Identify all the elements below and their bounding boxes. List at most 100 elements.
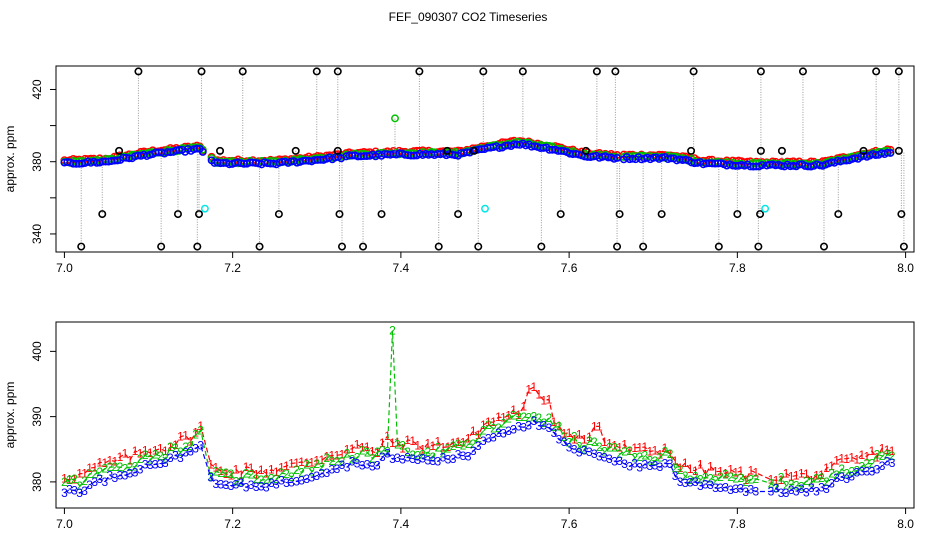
top-x-tick-label: 7.4 bbox=[393, 261, 410, 275]
series-1-marker: 1 bbox=[727, 463, 734, 477]
series-2-marker: 2 bbox=[207, 470, 214, 484]
series-3-marker: 3 bbox=[535, 419, 542, 433]
black-point bbox=[556, 210, 565, 219]
series-2-marker: 2 bbox=[384, 444, 391, 458]
series-1-marker: 1 bbox=[530, 380, 537, 394]
top-x-tick-label: 8.0 bbox=[897, 261, 914, 275]
series-3-marker: 3 bbox=[283, 476, 290, 490]
series-2: 2222222222222222222222222222222222222222… bbox=[61, 323, 896, 494]
series-3-marker: 3 bbox=[147, 458, 154, 472]
bottom-x-tick-label: 7.4 bbox=[393, 517, 410, 531]
series-2-marker: 2 bbox=[369, 451, 376, 465]
series-3-marker: 3 bbox=[798, 482, 805, 496]
black-point bbox=[195, 210, 204, 219]
series-3-marker: 3 bbox=[66, 483, 73, 497]
series-3-marker: 3 bbox=[853, 465, 860, 479]
series-1-marker: 1 bbox=[101, 456, 108, 470]
series-2-marker: 2 bbox=[677, 463, 684, 477]
series-1-marker: 1 bbox=[869, 444, 876, 458]
series-2-marker: 2 bbox=[672, 461, 679, 475]
series-3-marker: 3 bbox=[404, 450, 411, 464]
series-3-marker: 3 bbox=[263, 481, 270, 495]
series-2-marker: 2 bbox=[177, 445, 184, 459]
series-3-marker: 3 bbox=[571, 442, 578, 456]
series-1-marker: 1 bbox=[647, 445, 654, 459]
black-point bbox=[894, 67, 903, 76]
series-2-marker: 2 bbox=[576, 439, 583, 453]
series-2-marker: 2 bbox=[283, 467, 290, 481]
series-3-marker: 3 bbox=[192, 441, 199, 455]
series-2-marker: 2 bbox=[334, 455, 341, 469]
series-1-marker: 1 bbox=[238, 468, 245, 482]
series-2-marker: 2 bbox=[611, 441, 618, 455]
bottom-plot-frame bbox=[55, 321, 915, 509]
series-3-marker: 3 bbox=[601, 450, 608, 464]
black-point bbox=[657, 210, 666, 219]
series-2-marker: 2 bbox=[152, 448, 159, 462]
series-2-marker: 2 bbox=[435, 441, 442, 455]
series-2-marker: 2 bbox=[768, 476, 775, 490]
series-1-marker: 1 bbox=[803, 467, 810, 481]
series-1-marker: 1 bbox=[576, 428, 583, 442]
series-3-marker: 3 bbox=[889, 456, 896, 470]
series-3-marker: 3 bbox=[419, 452, 426, 466]
series-3-marker: 3 bbox=[566, 440, 573, 454]
series-2-marker: 2 bbox=[692, 469, 699, 483]
series-2-marker: 2 bbox=[601, 445, 608, 459]
black-point bbox=[77, 242, 86, 251]
series-1-marker: 1 bbox=[768, 473, 775, 487]
series-1-marker: 1 bbox=[717, 464, 724, 478]
series-1-marker: 1 bbox=[389, 436, 396, 450]
series-2-marker: 2 bbox=[187, 439, 194, 453]
series-3-marker: 3 bbox=[773, 482, 780, 496]
series-2-marker: 2 bbox=[243, 467, 250, 481]
black-point bbox=[359, 242, 368, 251]
series-3-marker: 3 bbox=[137, 462, 144, 476]
series-3-marker: 3 bbox=[682, 476, 689, 490]
series-3-marker: 3 bbox=[308, 470, 315, 484]
black-point bbox=[819, 242, 828, 251]
series-1-marker: 1 bbox=[399, 442, 406, 456]
series-2-marker: 2 bbox=[520, 410, 527, 424]
bottom-y-tick-label: 380 bbox=[30, 472, 44, 492]
series-1-marker: 1 bbox=[631, 441, 638, 455]
series-1-marker: 1 bbox=[667, 447, 674, 461]
series-2-marker: 2 bbox=[833, 468, 840, 482]
series-2-marker: 2 bbox=[682, 469, 689, 483]
series-3-marker: 3 bbox=[556, 433, 563, 447]
series-3-marker: 3 bbox=[581, 444, 588, 458]
series-1-marker: 1 bbox=[414, 438, 421, 452]
series-1-marker: 1 bbox=[374, 446, 381, 460]
top-y-tick-label: 380 bbox=[30, 151, 44, 171]
series-2-marker: 2 bbox=[71, 472, 78, 486]
series-2-marker: 2 bbox=[606, 441, 613, 455]
series-3-marker: 3 bbox=[248, 478, 255, 492]
series-2-marker: 2 bbox=[127, 460, 134, 474]
series-1-marker: 1 bbox=[364, 440, 371, 454]
series-1-marker: 1 bbox=[424, 436, 431, 450]
series-2-marker: 2 bbox=[586, 434, 593, 448]
series-3-marker: 3 bbox=[611, 455, 618, 469]
series-2-marker: 2 bbox=[137, 452, 144, 466]
cyan-point bbox=[761, 204, 770, 213]
series-3-marker: 3 bbox=[399, 452, 406, 466]
series-3-marker: 3 bbox=[833, 471, 840, 485]
series-3-marker: 3 bbox=[662, 456, 669, 470]
series-1-marker: 1 bbox=[470, 424, 477, 438]
series-3-marker: 3 bbox=[414, 453, 421, 467]
bottom-x-tick-label: 7.2 bbox=[224, 517, 241, 531]
series-3-marker: 3 bbox=[223, 478, 230, 492]
series-2-marker: 2 bbox=[248, 468, 255, 482]
black-point bbox=[798, 67, 807, 76]
black-point bbox=[335, 210, 344, 219]
series-3-marker: 3 bbox=[81, 484, 88, 498]
top-y-axis-label: approx. ppm bbox=[3, 126, 17, 193]
series-2-marker: 2 bbox=[566, 435, 573, 449]
series-3-marker: 3 bbox=[238, 476, 245, 490]
series-3-marker: 3 bbox=[106, 468, 113, 482]
series-2-marker: 2 bbox=[298, 465, 305, 479]
series-3-marker: 3 bbox=[722, 480, 729, 494]
series-3-marker: 3 bbox=[647, 459, 654, 473]
series-3-marker: 3 bbox=[818, 480, 825, 494]
series-1-marker: 1 bbox=[283, 459, 290, 473]
